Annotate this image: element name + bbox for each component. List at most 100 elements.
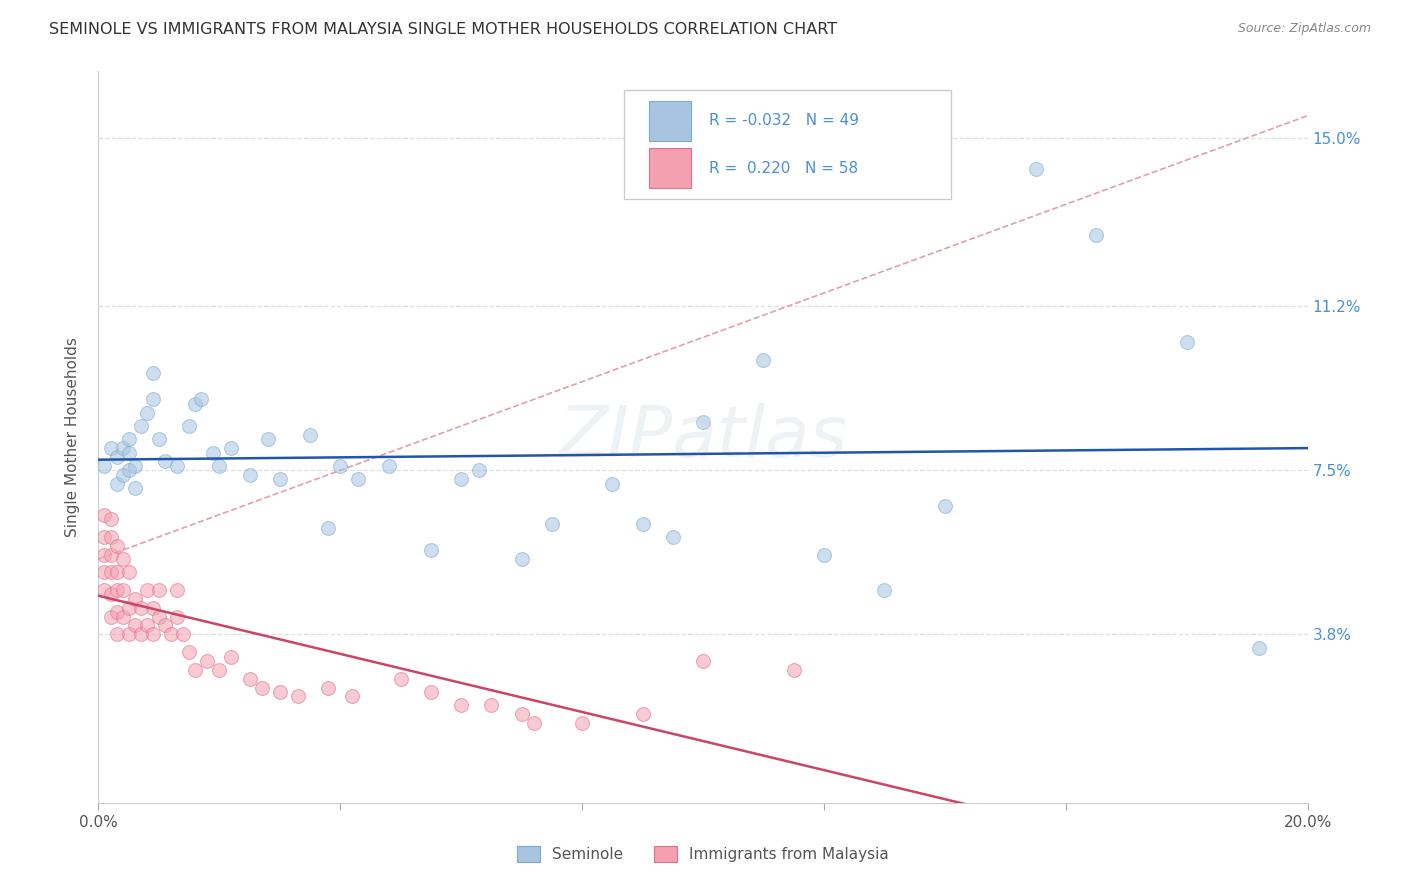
Point: [631, 516, 654, 531]
Point: [239, 672, 262, 686]
Point: [1024, 161, 1046, 176]
Point: [124, 591, 146, 606]
Point: [571, 716, 593, 731]
Point: [135, 582, 157, 597]
Point: [221, 649, 243, 664]
Point: [118, 600, 141, 615]
Point: [1085, 228, 1108, 243]
Point: [239, 467, 262, 482]
Point: [172, 627, 194, 641]
Point: [873, 582, 896, 597]
Point: [135, 406, 157, 420]
Point: [195, 654, 218, 668]
Point: [93, 508, 115, 522]
Point: [100, 566, 122, 580]
Point: [124, 481, 146, 495]
Point: [93, 582, 115, 597]
Point: [148, 432, 170, 446]
Point: [287, 690, 309, 704]
Text: R = -0.032   N = 49: R = -0.032 N = 49: [709, 113, 859, 128]
Point: [523, 716, 546, 731]
Point: [142, 392, 165, 407]
Point: [93, 548, 115, 562]
Point: [105, 605, 128, 619]
Point: [111, 582, 134, 597]
Point: [153, 618, 176, 632]
Point: [602, 476, 624, 491]
Point: [111, 552, 134, 566]
Text: ZIPatlas: ZIPatlas: [558, 402, 848, 472]
Point: [208, 663, 231, 677]
Point: [420, 685, 443, 699]
Point: [1175, 334, 1198, 349]
Point: [250, 681, 273, 695]
Point: [510, 552, 533, 566]
Point: [166, 582, 188, 597]
Point: [93, 530, 115, 544]
Text: SEMINOLE VS IMMIGRANTS FROM MALAYSIA SINGLE MOTHER HOUSEHOLDS CORRELATION CHART: SEMINOLE VS IMMIGRANTS FROM MALAYSIA SIN…: [49, 22, 838, 37]
Point: [111, 467, 134, 482]
Point: [142, 627, 165, 641]
Point: [105, 627, 128, 641]
Point: [692, 654, 714, 668]
Point: [105, 450, 128, 464]
Point: [377, 458, 399, 473]
Point: [221, 441, 243, 455]
Point: [420, 543, 443, 558]
Y-axis label: Single Mother Households: Single Mother Households: [65, 337, 80, 537]
Point: [389, 672, 412, 686]
Point: [100, 548, 122, 562]
Point: [450, 698, 472, 713]
Point: [783, 663, 806, 677]
Point: [118, 432, 141, 446]
Point: [124, 618, 146, 632]
Point: [631, 707, 654, 722]
Point: [148, 609, 170, 624]
Point: [93, 566, 115, 580]
Point: [105, 476, 128, 491]
Point: [269, 685, 291, 699]
Point: [184, 663, 207, 677]
Point: [256, 432, 278, 446]
Point: [142, 600, 165, 615]
Point: [148, 582, 170, 597]
Point: [202, 445, 225, 459]
Legend: Seminole, Immigrants from Malaysia: Seminole, Immigrants from Malaysia: [510, 840, 896, 868]
Point: [129, 419, 152, 434]
Point: [160, 627, 183, 641]
Point: [118, 463, 141, 477]
Point: [316, 681, 339, 695]
Point: [752, 352, 775, 367]
Point: [100, 609, 122, 624]
Point: [166, 609, 188, 624]
Point: [118, 445, 141, 459]
Point: [692, 415, 714, 429]
Point: [481, 698, 503, 713]
Point: [124, 458, 146, 473]
Point: [129, 627, 152, 641]
Text: R =  0.220   N = 58: R = 0.220 N = 58: [709, 161, 858, 176]
Point: [153, 454, 176, 468]
Point: [166, 458, 188, 473]
Point: [934, 499, 956, 513]
FancyBboxPatch shape: [624, 90, 950, 200]
Point: [142, 366, 165, 380]
Point: [100, 441, 122, 455]
Point: [316, 521, 339, 535]
Point: [105, 566, 128, 580]
Point: [269, 472, 291, 486]
Point: [100, 512, 122, 526]
Point: [299, 428, 322, 442]
Point: [184, 397, 207, 411]
Point: [179, 419, 201, 434]
Point: [111, 441, 134, 455]
Point: [118, 566, 141, 580]
Point: [105, 582, 128, 597]
Point: [540, 516, 562, 531]
Point: [329, 458, 352, 473]
Point: [1249, 640, 1271, 655]
Point: [450, 472, 472, 486]
Point: [135, 618, 157, 632]
Text: Source: ZipAtlas.com: Source: ZipAtlas.com: [1237, 22, 1371, 36]
Point: [100, 530, 122, 544]
